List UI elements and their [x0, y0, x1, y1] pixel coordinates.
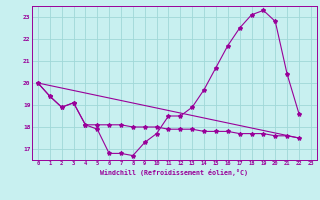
X-axis label: Windchill (Refroidissement éolien,°C): Windchill (Refroidissement éolien,°C) — [100, 169, 248, 176]
